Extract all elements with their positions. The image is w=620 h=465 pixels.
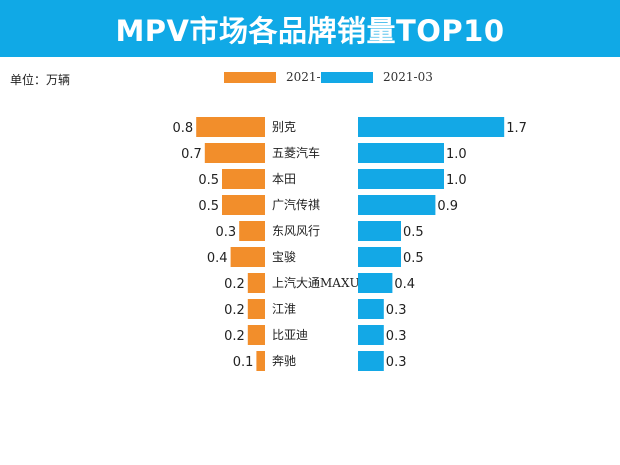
bar-2021-03-6 <box>358 273 393 293</box>
value-label-2021-03-1: 1.0 <box>446 147 467 162</box>
value-label-2021-03-5: 0.5 <box>403 251 424 266</box>
category-label-7: 江淮 <box>272 302 296 316</box>
value-label-2021-02-1: 0.7 <box>181 147 202 162</box>
value-label-2021-02-7: 0.2 <box>224 303 245 318</box>
bar-2021-02-1 <box>204 143 265 163</box>
unit-label: 单位：万辆 <box>10 73 71 87</box>
bar-2021-03-4 <box>358 221 401 241</box>
category-label-4: 东风风行 <box>272 224 320 238</box>
value-label-2021-02-4: 0.3 <box>216 225 237 240</box>
category-label-6: 上汽大通MAXUS <box>272 275 368 290</box>
category-label-3: 广汽传祺 <box>272 197 320 212</box>
value-label-2021-02-2: 0.5 <box>198 173 219 188</box>
bar-2021-03-8 <box>358 325 384 345</box>
value-label-2021-02-0: 0.8 <box>173 121 194 136</box>
bar-2021-02-6 <box>247 273 265 293</box>
value-label-2021-02-6: 0.2 <box>224 277 245 292</box>
value-label-2021-03-2: 1.0 <box>446 173 467 188</box>
value-label-2021-02-3: 0.5 <box>198 199 219 214</box>
bar-2021-02-0 <box>196 117 265 137</box>
category-label-0: 别克 <box>272 120 296 134</box>
bar-2021-02-7 <box>247 299 265 319</box>
value-label-2021-02-5: 0.4 <box>207 251 228 266</box>
category-label-2: 本田 <box>272 172 296 186</box>
bar-2021-02-8 <box>247 325 265 345</box>
category-label-9: 奔驰 <box>272 354 296 368</box>
value-label-2021-03-3: 0.9 <box>437 199 458 214</box>
value-label-2021-03-6: 0.4 <box>394 277 415 292</box>
value-label-2021-03-4: 0.5 <box>403 225 424 240</box>
bar-2021-02-4 <box>239 221 265 241</box>
value-label-2021-03-7: 0.3 <box>386 303 407 318</box>
legend-swatch-2021-03 <box>321 71 373 83</box>
title-bar: MPV市场各品牌销量TOP10 <box>0 0 620 57</box>
bar-2021-03-1 <box>358 143 444 163</box>
legend-item-2021-03: 2021-03 <box>321 70 433 84</box>
bar-2021-03-0 <box>358 117 505 137</box>
bar-2021-03-7 <box>358 299 384 319</box>
legend-swatch-2021-02 <box>224 71 276 83</box>
category-label-5: 宝骏 <box>272 250 296 264</box>
chart-title: MPV市场各品牌销量TOP10 <box>115 13 505 48</box>
value-label-2021-02-9: 0.1 <box>233 355 254 370</box>
category-label-8: 比亚迪 <box>272 328 308 342</box>
bar-2021-02-3 <box>222 195 265 215</box>
category-label-1: 五菱汽车 <box>272 145 320 160</box>
value-label-2021-02-8: 0.2 <box>224 329 245 344</box>
value-label-2021-03-8: 0.3 <box>386 329 407 344</box>
bar-2021-03-3 <box>358 195 436 215</box>
value-label-2021-03-0: 1.7 <box>506 121 527 136</box>
value-label-2021-03-9: 0.3 <box>386 355 407 370</box>
bar-2021-03-5 <box>358 247 401 267</box>
legend-label-2021-03: 2021-03 <box>383 70 433 84</box>
bar-2021-02-5 <box>230 247 265 267</box>
bar-2021-03-2 <box>358 169 444 189</box>
bar-2021-02-9 <box>256 351 265 371</box>
bar-2021-02-2 <box>222 169 265 189</box>
bar-2021-03-9 <box>358 351 384 371</box>
